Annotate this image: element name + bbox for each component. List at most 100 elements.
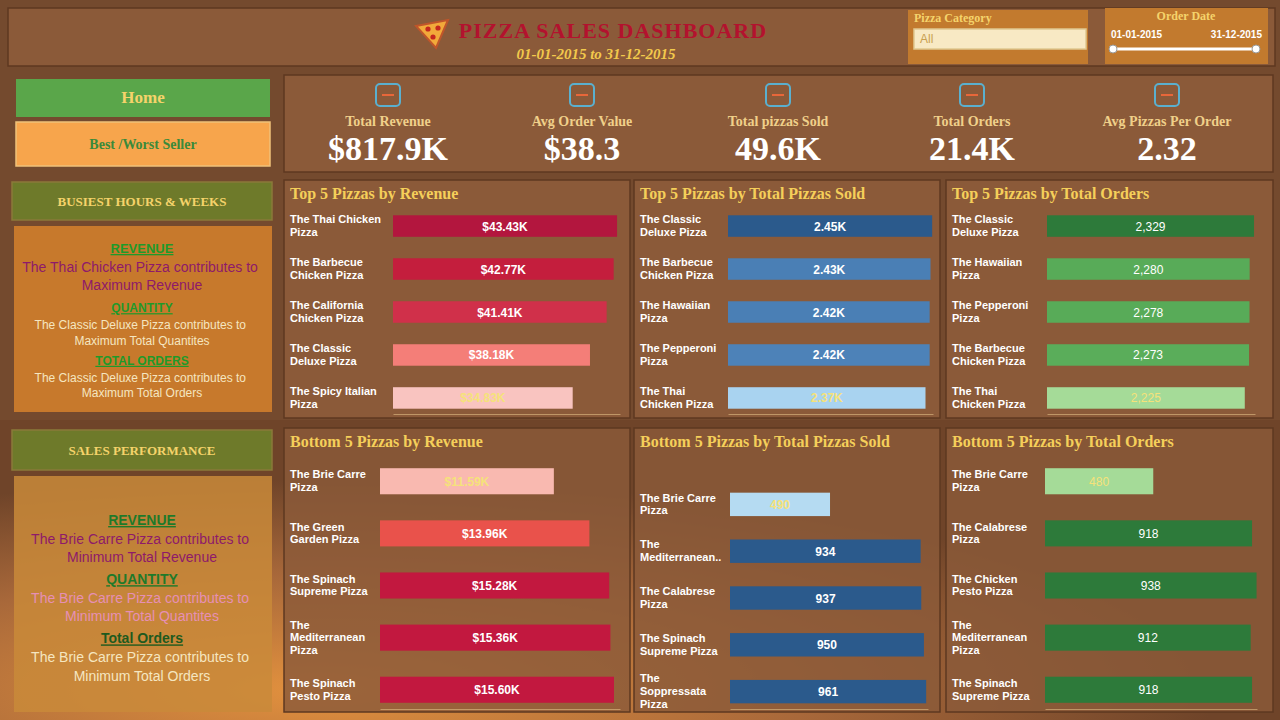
x-axis — [731, 709, 929, 710]
dashboard-subtitle: 01-01-2015 to 31-12-2015 — [516, 46, 676, 62]
data-label: 961 — [818, 685, 838, 699]
pizza-icon-dot — [435, 25, 440, 30]
y-tick: The Chicken Pesto Pizza — [952, 573, 1020, 598]
data-label: 2.45K — [814, 220, 846, 234]
y-axis-domain — [1045, 464, 1046, 709]
slider-track[interactable] — [1113, 48, 1256, 51]
category-label: The Classic Deluxe Pizza — [290, 342, 358, 367]
y-tick: The Spinach Supreme Pizza — [290, 573, 369, 598]
bar — [728, 215, 932, 236]
y-tick: The Brie Carre Pizza — [952, 468, 1031, 493]
text-line: The Spinach — [290, 573, 358, 585]
y-tick: The Brie Carre Pizza — [640, 492, 719, 517]
text-line: The Barbecue — [640, 256, 716, 268]
bar — [1045, 677, 1252, 703]
text-line: Pizza — [640, 504, 668, 516]
y-tick: The Thai Chicken Pizza — [290, 213, 384, 238]
slider-handle[interactable] — [1109, 45, 1117, 53]
insight-text: The Classic Deluxe Pizza contributes to … — [35, 318, 250, 348]
bar — [730, 633, 924, 656]
data-label: 2,278 — [1133, 306, 1163, 320]
text-line: The Thai Chicken — [290, 213, 384, 225]
nav-button[interactable] — [16, 122, 270, 166]
text-line: Minimum Total Revenue — [67, 549, 217, 565]
category-label: The California Chicken Pizza — [290, 299, 366, 324]
x-axis-domain — [731, 709, 929, 710]
insight-panel: SALES PERFORMANCEREVENUEThe Brie Carre P… — [12, 430, 272, 712]
y-tick: The California Chicken Pizza — [290, 299, 366, 324]
y-tick: The Mediterranean Pizza — [952, 618, 1030, 655]
category-label: The Mediterranean.. — [640, 538, 721, 563]
bar — [730, 586, 921, 609]
text-line: Pizza — [290, 398, 318, 410]
y-axis-domain — [730, 489, 731, 709]
data-label: $43.43K — [482, 220, 528, 234]
category-label: The Spinach Supreme Pizza — [952, 677, 1031, 702]
nav-button[interactable] — [16, 79, 270, 117]
insight-panel-body — [14, 226, 272, 412]
data-label: 918 — [1139, 683, 1159, 697]
data-label: 2.42K — [813, 306, 845, 320]
category-label: The Green Garden Pizza — [290, 521, 360, 546]
text-line: Chicken Pizza — [290, 269, 364, 281]
category-label: The Calabrese Pizza — [952, 521, 1030, 546]
insight-panel-body — [14, 476, 272, 712]
x-axis-domain — [729, 414, 934, 415]
category-label: The Spinach Supreme Pizza — [640, 632, 719, 657]
category-label: The Soppressata Pizza — [640, 672, 709, 709]
y-tick: The Pepperoni Pizza — [952, 299, 1031, 324]
bar — [728, 258, 931, 279]
category-label: The Spinach Supreme Pizza — [290, 573, 369, 598]
text-line: Garden Pizza — [290, 533, 360, 545]
data-label: 2.37K — [811, 391, 843, 405]
text-line: The Spinach — [952, 677, 1020, 689]
text-line: Mediterranean — [290, 631, 368, 643]
y-axis: The Brie Carre PizzaThe Green Garden Piz… — [290, 464, 381, 709]
bars — [393, 215, 617, 408]
text-line: Maximum Revenue — [82, 277, 203, 293]
text-line: Pizza — [640, 312, 668, 324]
text-line: Chicken Pizza — [640, 398, 714, 410]
y-tick: The Thai Chicken Pizza — [640, 385, 714, 410]
data-label: $13.96K — [462, 527, 508, 541]
y-tick: The Classic Deluxe Pizza — [640, 213, 708, 238]
chart-title: Bottom 5 Pizzas by Revenue — [290, 433, 483, 451]
bar — [380, 468, 554, 494]
data-labels: 2.45K2.43K2.42K2.42K2.37K — [811, 220, 847, 406]
text-line: Pizza — [952, 533, 980, 545]
filter-value[interactable]: All — [920, 32, 933, 46]
header: PIZZA SALES DASHBOARD01-01-2015 to 31-12… — [8, 8, 1275, 66]
data-label: $38.18K — [469, 348, 515, 362]
nav-button-label[interactable]: Home — [121, 88, 165, 107]
filter-input[interactable] — [914, 29, 1086, 49]
kpi-value: $38.3 — [544, 130, 621, 167]
y-axis: The Brie Carre Pizza The Mediterranean.. T… — [640, 489, 731, 710]
kpi-icon — [766, 84, 790, 106]
bar — [730, 680, 926, 703]
kpi-value: $817.9K — [328, 130, 449, 167]
slider-handle[interactable] — [1252, 45, 1260, 53]
data-label: 934 — [815, 545, 835, 559]
category-label: The Pepperoni Pizza — [640, 342, 719, 367]
data-label: $15.60K — [474, 683, 520, 697]
y-axis-domain — [380, 464, 381, 709]
y-tick: The Spicy Italian Pizza — [290, 385, 380, 410]
y-tick: The Mediterranean.. — [640, 538, 721, 563]
chart-panel — [946, 428, 1273, 712]
bar — [730, 539, 921, 562]
nav-button-label[interactable]: Best /Worst Seller — [89, 137, 196, 152]
category-label: The Barbecue Chicken Pizza — [952, 342, 1028, 367]
kpi-icon — [576, 94, 588, 96]
kpi-label: Avg Pizzas Per Order — [1103, 114, 1232, 129]
chart-title: Top 5 Pizzas by Revenue — [290, 185, 458, 203]
bar — [728, 387, 926, 408]
y-axis-domain — [1047, 212, 1048, 414]
kpi-icon — [382, 94, 394, 96]
data-label: 918 — [1139, 527, 1159, 541]
bars — [380, 468, 614, 703]
category-label: The Chicken Pesto Pizza — [952, 573, 1020, 598]
category-label: The Mediterranean Pizza — [952, 618, 1030, 655]
text-line: Pesto Pizza — [952, 585, 1013, 597]
y-tick: The Hawaiian Pizza — [952, 256, 1025, 281]
y-tick: The Thai Chicken Pizza — [952, 385, 1026, 410]
